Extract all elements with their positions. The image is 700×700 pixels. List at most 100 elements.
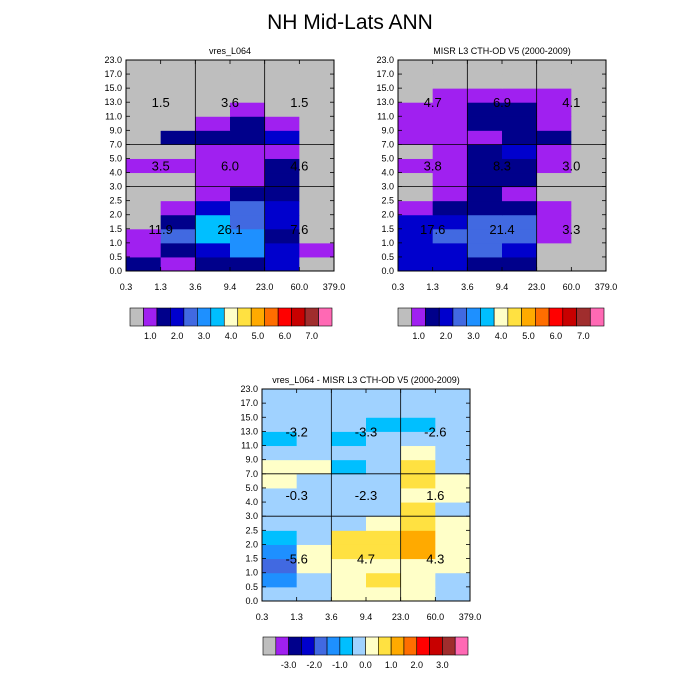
y-tick-label: 15.0 bbox=[376, 83, 394, 93]
region-total-label: -2.3 bbox=[355, 488, 377, 503]
heatmap-cell bbox=[432, 200, 468, 216]
y-tick-label: 13.0 bbox=[104, 97, 122, 107]
region-total-label: 3.3 bbox=[562, 222, 580, 237]
heatmap-cell bbox=[296, 502, 332, 517]
colorbar-swatch bbox=[237, 307, 252, 327]
heatmap-cell bbox=[366, 544, 402, 560]
heatmap-cell bbox=[160, 102, 196, 117]
x-tick-label: 379.0 bbox=[459, 612, 482, 622]
colorbar-label: -2.0 bbox=[306, 660, 322, 670]
colorbar-swatch bbox=[197, 307, 212, 327]
heatmap-cell bbox=[398, 158, 434, 174]
heatmap-cell bbox=[536, 214, 572, 230]
heatmap-cell bbox=[264, 130, 300, 145]
heatmap-cell bbox=[262, 544, 298, 560]
region-total-label: 21.4 bbox=[489, 222, 514, 237]
colorbar: -3.0 -2.0 -1.0 0.0 1.0 2.0 3.0 bbox=[262, 636, 469, 670]
colorbar-swatch bbox=[250, 307, 265, 327]
heatmap-cell bbox=[264, 214, 300, 230]
colorbar-label: 2.0 bbox=[410, 660, 423, 670]
region-total-label: -0.3 bbox=[285, 488, 307, 503]
heatmap-cell bbox=[536, 144, 572, 159]
colorbar-swatch bbox=[326, 636, 341, 656]
y-tick-label: 1.0 bbox=[381, 238, 394, 248]
heatmap-cell bbox=[331, 445, 367, 461]
x-tick-label: 9.4 bbox=[496, 282, 509, 292]
y-tick-label: 1.5 bbox=[245, 554, 258, 564]
region-total-label: 6.9 bbox=[493, 95, 511, 110]
colorbar-swatch bbox=[466, 307, 481, 327]
heatmap-cell bbox=[435, 431, 471, 447]
heatmap-cell bbox=[264, 60, 300, 75]
heatmap-cell bbox=[435, 558, 471, 574]
colorbar-label: 4.0 bbox=[495, 331, 508, 341]
heatmap-cell bbox=[230, 74, 266, 89]
colorbar-label: 5.0 bbox=[522, 331, 535, 341]
heatmap-cell bbox=[195, 130, 231, 145]
heatmap-cell bbox=[435, 544, 471, 560]
colorbar-swatch bbox=[480, 307, 495, 327]
heatmap-cell bbox=[299, 130, 335, 145]
heatmap-cell bbox=[264, 144, 300, 159]
heatmap-cell bbox=[467, 74, 503, 89]
colorbar-swatch bbox=[304, 307, 319, 327]
colorbar-swatch bbox=[535, 307, 550, 327]
heatmap-cell bbox=[262, 389, 298, 404]
heatmap-cell bbox=[400, 586, 436, 602]
heatmap-cell bbox=[467, 102, 503, 117]
colorbar-swatch bbox=[521, 307, 536, 327]
heatmap-cell bbox=[432, 130, 468, 145]
heatmap-cell bbox=[467, 200, 503, 216]
heatmap-cell bbox=[432, 186, 468, 202]
heatmap-cell bbox=[398, 130, 434, 145]
heatmap-cell bbox=[160, 158, 196, 174]
heatmap-cell bbox=[432, 74, 468, 89]
heatmap-cell bbox=[366, 487, 402, 503]
heatmap-cell bbox=[299, 74, 335, 89]
heatmap-cell bbox=[262, 459, 298, 475]
y-tick-label: 0.5 bbox=[381, 252, 394, 262]
region-total-label: 6.0 bbox=[221, 159, 239, 174]
colorbar-label: 5.0 bbox=[252, 331, 265, 341]
colorbar-swatch bbox=[129, 307, 144, 327]
heatmap-cell bbox=[126, 172, 162, 188]
heatmap-cell bbox=[432, 172, 468, 188]
heatmap-cell bbox=[571, 130, 607, 145]
heatmap-cell bbox=[126, 88, 162, 103]
heatmap-cell bbox=[398, 242, 434, 258]
x-tick-label: 1.3 bbox=[154, 282, 167, 292]
heatmap-cell bbox=[400, 572, 436, 588]
heatmap-cell bbox=[536, 172, 572, 188]
colorbar-swatch bbox=[390, 636, 405, 656]
heatmap-cell bbox=[299, 228, 335, 244]
heatmap-cell bbox=[126, 228, 162, 244]
heatmap-cell bbox=[467, 88, 503, 103]
heatmap-cell bbox=[366, 459, 402, 475]
y-tick-label: 13.0 bbox=[376, 97, 394, 107]
heatmap-cell bbox=[299, 256, 335, 272]
heatmap-cell bbox=[435, 572, 471, 588]
heatmap-cell bbox=[432, 144, 468, 159]
heatmap-cell bbox=[126, 144, 162, 159]
y-tick-label: 4.0 bbox=[109, 168, 122, 178]
heatmap-cell bbox=[536, 256, 572, 272]
panel-title: vres_L064 - MISR L3 CTH-OD V5 (2000-2009… bbox=[272, 375, 460, 385]
colorbar-swatch bbox=[562, 307, 577, 327]
heatmap-cell bbox=[264, 242, 300, 258]
heatmap-cell bbox=[195, 228, 231, 244]
y-tick-label: 1.5 bbox=[381, 224, 394, 234]
heatmap-cell bbox=[160, 130, 196, 145]
colorbar-swatch bbox=[170, 307, 185, 327]
heatmap-cell bbox=[296, 572, 332, 588]
heatmap-cell bbox=[571, 214, 607, 230]
y-tick-label: 2.5 bbox=[381, 196, 394, 206]
heatmap-cell bbox=[126, 214, 162, 230]
heatmap-panel-3: 0.3 1.3 3.6 9.4 23.0 60.0 379.0 0.0 0.5 1.0 1.5 2.0… bbox=[240, 375, 481, 670]
heatmap-cell bbox=[230, 228, 266, 244]
colorbar-swatch bbox=[507, 307, 522, 327]
heatmap-cell bbox=[230, 144, 266, 159]
heatmap-cell bbox=[536, 186, 572, 202]
heatmap-cell bbox=[126, 116, 162, 131]
heatmap-cell bbox=[366, 431, 402, 447]
heatmap-cell bbox=[331, 417, 367, 432]
